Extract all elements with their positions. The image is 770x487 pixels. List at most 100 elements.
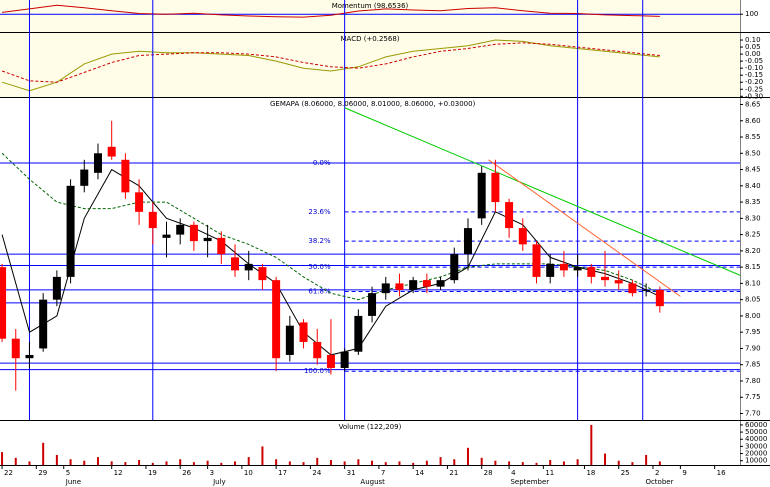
candle-body xyxy=(587,267,596,277)
y-tick-label: 40000 xyxy=(745,435,767,443)
candle-body xyxy=(642,289,651,291)
candle-body xyxy=(244,263,253,271)
y-tick-label: 100 xyxy=(745,10,758,18)
y-tick-label: 8.45 xyxy=(745,166,761,174)
y-tick-label: 0.10 xyxy=(745,36,761,44)
volume-bar xyxy=(384,462,387,465)
candle-body xyxy=(148,211,157,229)
candle-body xyxy=(354,315,363,352)
volume-bar xyxy=(658,461,661,465)
volume-bar xyxy=(234,461,237,465)
candle-body xyxy=(505,202,514,229)
candle-body xyxy=(340,351,349,368)
x-tick-label: 2 xyxy=(655,469,659,477)
candle-body xyxy=(559,263,568,271)
x-tick-label: 22 xyxy=(4,469,13,477)
x-tick-label: 10 xyxy=(244,469,253,477)
volume-bar xyxy=(220,462,223,465)
panel-title: GEMAPA (8.06000, 8.06000, 8.01000, 8.060… xyxy=(270,100,476,108)
volume-bar xyxy=(28,461,31,465)
fib-label: 100.0% xyxy=(304,367,331,375)
y-tick-label: 20000 xyxy=(745,450,767,458)
candle-body xyxy=(573,267,582,271)
candle-body xyxy=(614,280,623,284)
y-tick-label: -0.30 xyxy=(745,92,763,100)
volume-bar xyxy=(494,460,497,465)
indicator-line xyxy=(1,42,660,83)
volume-bar xyxy=(521,462,524,465)
y-tick-label: 60000 xyxy=(745,421,767,429)
month-label: August xyxy=(360,478,385,486)
x-tick-label: 28 xyxy=(484,469,493,477)
volume-bar xyxy=(604,453,607,465)
x-tick-label: 14 xyxy=(415,469,424,477)
y-tick-label: -0.20 xyxy=(745,78,763,86)
x-tick-label: 16 xyxy=(717,469,726,477)
volume-bar xyxy=(151,462,154,465)
panel-title: MACD (+0.2568) xyxy=(340,35,399,43)
candle-body xyxy=(258,267,267,281)
panel-background xyxy=(0,0,740,32)
y-tick-label: 8.60 xyxy=(745,117,761,125)
volume-bar xyxy=(124,462,127,465)
volume-bar xyxy=(617,460,620,465)
volume-bar xyxy=(466,447,469,465)
fib-label: 61.8% xyxy=(308,288,331,296)
y-tick-label: 0.00 xyxy=(745,50,761,58)
volume-bar xyxy=(576,459,579,465)
x-tick-label: 29 xyxy=(38,469,47,477)
y-tick-label: 8.00 xyxy=(745,312,761,320)
y-tick-label: 7.70 xyxy=(745,409,761,417)
candle-body xyxy=(326,354,335,368)
volume-bar xyxy=(138,459,141,465)
candle-body xyxy=(25,354,34,359)
volume-bar xyxy=(645,454,648,465)
candle-body xyxy=(518,228,527,245)
y-tick-label: 8.15 xyxy=(745,263,761,271)
x-tick-label: 24 xyxy=(312,469,321,477)
candle-body xyxy=(422,280,431,287)
volume-bar xyxy=(562,461,565,465)
candle-body xyxy=(231,257,240,271)
fib-label: 23.6% xyxy=(308,208,331,216)
volume-bar xyxy=(69,459,72,465)
volume-bar xyxy=(453,459,456,465)
candle-body xyxy=(395,283,404,290)
candle-body xyxy=(313,341,322,359)
y-tick-label: -0.10 xyxy=(745,64,763,72)
candle-body xyxy=(11,338,20,359)
panel-background xyxy=(0,98,740,420)
candle-body xyxy=(52,276,61,300)
candle-body xyxy=(162,234,171,238)
trend-line xyxy=(344,107,741,276)
x-tick-label: 25 xyxy=(621,469,630,477)
x-tick-label: 18 xyxy=(586,469,595,477)
y-tick-label: 8.10 xyxy=(745,279,761,287)
month-label: July xyxy=(212,478,226,486)
month-label: October xyxy=(645,478,673,486)
candle-body xyxy=(0,267,7,339)
volume-bar xyxy=(425,460,428,465)
fib-label: 0.0% xyxy=(313,159,331,167)
y-tick-label: 7.90 xyxy=(745,344,761,352)
volume-bar xyxy=(412,462,415,465)
volume-bar xyxy=(247,457,250,465)
candle-body xyxy=(368,293,377,316)
y-tick-label: 8.25 xyxy=(745,231,761,239)
candle-body xyxy=(299,322,308,342)
panel-title: Volume (122,209) xyxy=(339,423,402,431)
volume-bar xyxy=(508,461,511,465)
volume-bar xyxy=(398,461,401,465)
y-tick-label: 7.75 xyxy=(745,393,761,401)
x-tick-label: 3 xyxy=(210,469,214,477)
volume-bar xyxy=(535,462,538,465)
y-tick-label: 8.40 xyxy=(745,182,761,190)
volume-bar xyxy=(275,459,278,465)
volume-bar xyxy=(480,457,483,465)
candle-body xyxy=(93,153,102,173)
candle-body xyxy=(217,237,226,255)
y-tick-label: 8.55 xyxy=(745,133,761,141)
candle-body xyxy=(655,289,664,307)
volume-bar xyxy=(110,461,113,465)
